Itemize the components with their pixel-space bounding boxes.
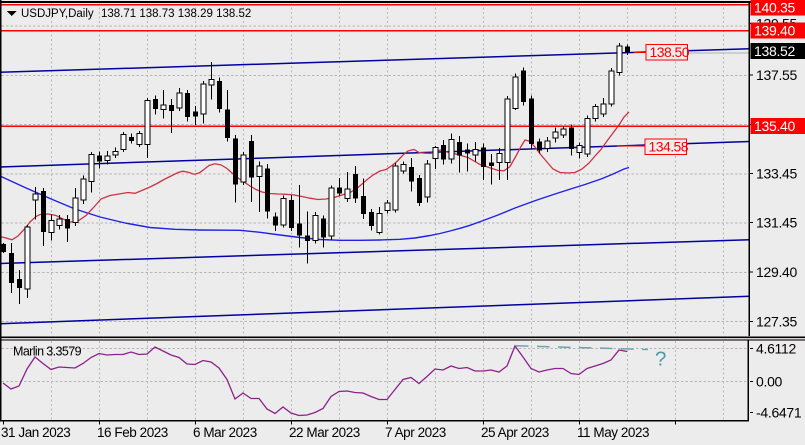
svg-text:4.6112: 4.6112 bbox=[756, 341, 796, 357]
svg-text:0.00: 0.00 bbox=[756, 373, 783, 389]
svg-text:?: ? bbox=[655, 348, 666, 371]
svg-text:139.40: 139.40 bbox=[754, 23, 796, 39]
svg-text:129.40: 129.40 bbox=[756, 264, 798, 280]
svg-text:11 May 2023: 11 May 2023 bbox=[577, 425, 649, 440]
svg-text:USDJPY,Daily: USDJPY,Daily bbox=[21, 8, 94, 20]
svg-text:133.45: 133.45 bbox=[756, 165, 798, 181]
svg-text:25 Apr 2023: 25 Apr 2023 bbox=[481, 425, 549, 440]
svg-text:7 Apr 2023: 7 Apr 2023 bbox=[385, 425, 446, 440]
svg-text:22 Mar 2023: 22 Mar 2023 bbox=[289, 425, 360, 440]
svg-text:131.45: 131.45 bbox=[756, 215, 798, 231]
svg-text:138.52: 138.52 bbox=[754, 43, 796, 59]
svg-text:137.55: 137.55 bbox=[756, 67, 798, 83]
svg-text:31 Jan 2023: 31 Jan 2023 bbox=[1, 425, 70, 440]
svg-text:127.35: 127.35 bbox=[756, 313, 798, 329]
svg-text:-4.6471: -4.6471 bbox=[756, 404, 802, 420]
svg-text:138.50: 138.50 bbox=[650, 44, 690, 60]
svg-text:134.58: 134.58 bbox=[649, 139, 689, 155]
svg-text:6 Mar 2023: 6 Mar 2023 bbox=[193, 425, 257, 440]
svg-text:135.40: 135.40 bbox=[754, 118, 796, 134]
svg-text:Marlin 3.3579: Marlin 3.3579 bbox=[13, 345, 82, 359]
svg-text:16 Feb 2023: 16 Feb 2023 bbox=[97, 425, 168, 440]
svg-text:140.35: 140.35 bbox=[754, 0, 796, 16]
svg-text:138.71 138.73 138.29 138.52: 138.71 138.73 138.29 138.52 bbox=[101, 8, 251, 20]
